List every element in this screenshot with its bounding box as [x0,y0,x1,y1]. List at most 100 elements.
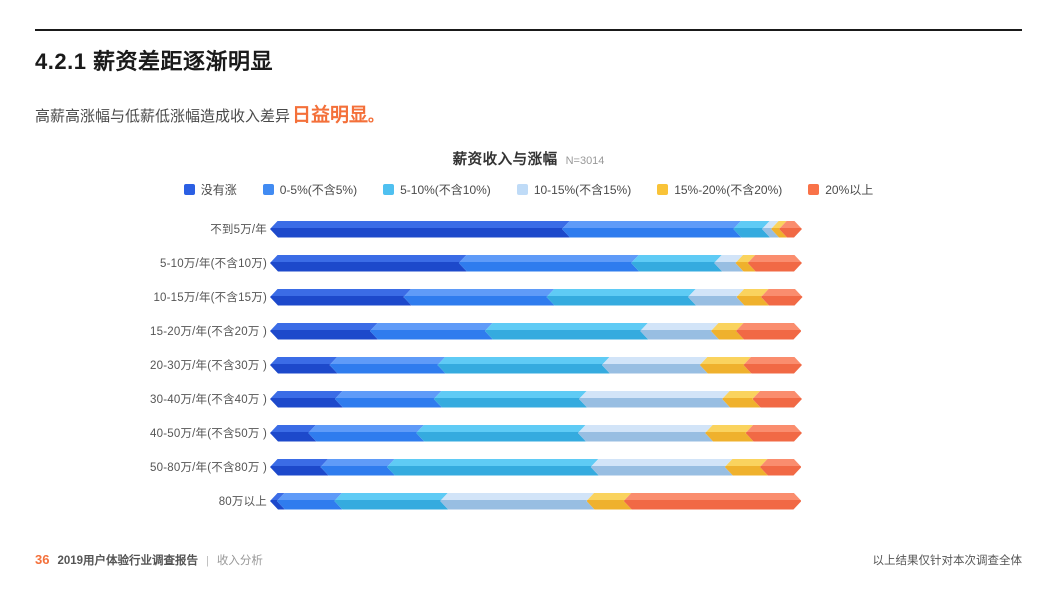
bar-segment [434,391,587,408]
bar-segment [270,289,412,306]
legend-label: 0-5%(不含5%) [279,183,358,197]
bar-row-label: 50-80万/年(不含80万 ) [150,462,267,474]
legend-swatch-icon [262,184,274,195]
bar-segment [547,289,697,306]
legend-label: 15%-20%(不含20%) [674,183,783,197]
bar-segment [762,221,779,238]
footer-separator: | [206,555,209,567]
subtitle-highlight: 日益明显 [292,105,369,126]
bar-segment [270,221,570,238]
chart-title: 薪资收入与涨幅 [452,152,558,168]
legend-item: 0-5%(不含5%) [262,181,358,198]
bar-row: 20-30万/年(不含30万 ) [35,348,1022,382]
bar-segment [591,459,733,476]
bar-row-label: 5-10万/年(不含10万) [160,258,267,270]
legend-label: 5-10%(不含10%) [400,183,491,197]
bar-segment [330,357,446,374]
bar-row-label: 不到5万/年 [210,224,267,236]
bar-segment [270,459,329,476]
bar-segment [602,357,708,374]
bar-row: 不到5万/年 [35,212,1022,246]
bar-segment [416,425,586,442]
legend-swatch-icon [183,184,195,195]
stacked-bar [270,255,802,272]
bar-segment [440,493,594,510]
bar-segment [705,425,753,442]
chart-header: 薪资收入与涨幅 N=3014 [35,148,1022,169]
footer-note: 以上结果仅针对本次调查全体 [872,555,1023,567]
bar-segment [404,289,555,306]
bar-segment [270,323,378,340]
stacked-bar [270,425,802,442]
legend-label: 20%以上 [825,183,874,197]
bar-row-label: 10-15万/年(不含15万) [153,292,267,304]
stacked-bar [270,459,802,476]
bar-segment [737,289,769,306]
legend-label: 10-15%(不含15%) [533,183,632,197]
bar-segment [733,221,770,238]
legend-swatch-icon [808,184,820,195]
bar-segment [562,221,741,238]
bar-row: 40-50万/年(不含50万 ) [35,416,1022,450]
legend-item: 15%-20%(不含20%) [657,181,782,198]
bar-segment [711,323,744,340]
stacked-bar [270,391,802,408]
bar-segment [370,323,493,340]
page-number: 36 [35,552,50,567]
bar-segment [640,323,719,340]
bar-segment [714,255,743,272]
stacked-bar [270,493,802,510]
bar-segment [277,493,342,510]
bar-segment [308,425,424,442]
bar-row-label: 80万以上 [218,496,267,508]
bar-segment [270,255,467,272]
footer-report-title: 2019用户体验行业调查报告 [57,555,199,567]
legend-swatch-icon [516,184,528,195]
bar-segment [438,357,610,374]
legend-item: 20%以上 [808,181,873,198]
bar-segment [485,323,648,340]
bar-segment [722,391,760,408]
bar-segment [270,425,316,442]
stacked-bar [270,289,802,306]
bar-segment [579,391,730,408]
bar-segment [587,493,632,510]
legend-swatch-icon [657,184,669,195]
stacked-bar [270,323,802,340]
legend-label: 没有涨 [200,183,237,197]
bar-row: 80万以上 [35,484,1022,518]
chart-sample-size: N=3014 [565,155,605,167]
bar-segment [624,493,802,510]
bar-segment [746,425,802,442]
bar-row-label: 20-30万/年(不含30万 ) [150,360,267,372]
footer-section-label: 收入分析 [216,555,263,567]
bar-segment [688,289,744,306]
bar-segment [743,357,802,374]
chart-rows: 不到5万/年 5-10万/年(不含10万) 10-15万/年(不含15万) 15-20… [35,212,1022,518]
bar-segment [334,493,448,510]
footer-left: 36 2019用户体验行业调查报告 | 收入分析 [35,552,263,568]
stacked-bar [270,357,802,374]
bar-segment [736,323,801,340]
bar-row-label: 30-40万/年(不含40万 ) [150,394,267,406]
bar-row: 30-40万/年(不含40万 ) [35,382,1022,416]
chart-legend: 没有涨 0-5%(不含5%) 5-10%(不含10%) 10-15%(不含15%) 15… [35,181,1022,198]
bar-row: 10-15万/年(不含15万) [35,280,1022,314]
legend-item: 没有涨 [183,181,237,198]
bar-segment [387,459,599,476]
bar-row-label: 40-50万/年(不含50万 ) [150,428,267,440]
bar-segment [748,255,802,272]
page-footer: 36 2019用户体验行业调查报告 | 收入分析 以上结果仅针对本次调查全体 [35,552,1022,568]
bar-row: 15-20万/年(不含20万 ) [35,314,1022,348]
legend-item: 5-10%(不含10%) [383,181,491,198]
bar-segment [459,255,639,272]
bar-row-label: 15-20万/年(不含20万 ) [150,326,267,338]
subtitle-period: 。 [368,108,384,125]
bar-segment [700,357,752,374]
bar-segment [735,255,755,272]
bar-segment [725,459,768,476]
legend-item: 10-15%(不含15%) [516,181,632,198]
bar-row: 50-80万/年(不含80万 ) [35,450,1022,484]
bar-row: 5-10万/年(不含10万) [35,246,1022,280]
